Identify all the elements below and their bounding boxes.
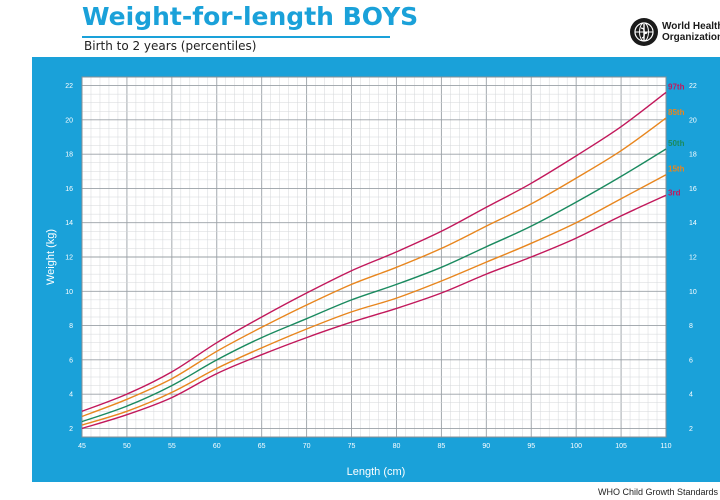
x-tick-label: 105 xyxy=(615,443,627,450)
series-label-85th: 85th xyxy=(668,108,685,117)
who-name: World Health Organization xyxy=(662,21,720,43)
y-tick-label-right: 14 xyxy=(689,220,697,227)
x-tick-label: 70 xyxy=(303,443,311,450)
x-tick-label: 95 xyxy=(527,443,535,450)
series-labels: 97th 85th 50th 15th 3rd xyxy=(668,82,685,197)
page-title: Weight-for-length BOYS xyxy=(82,2,419,31)
x-tick-label: 110 xyxy=(660,443,671,450)
y-tick-label-right: 6 xyxy=(689,357,693,364)
y-tick-label-left: 22 xyxy=(65,83,73,90)
y-tick-label-left: 4 xyxy=(69,392,73,399)
x-tick-label: 55 xyxy=(168,443,176,450)
series-line-15th xyxy=(81,174,667,426)
grid xyxy=(81,76,667,438)
series-label-3rd: 3rd xyxy=(668,188,681,197)
series-label-50th: 50th xyxy=(668,139,685,148)
y-tick-label-left: 8 xyxy=(69,323,73,330)
page-subtitle: Birth to 2 years (percentiles) xyxy=(84,39,257,53)
y-tick-label-right: 10 xyxy=(689,289,697,296)
y-tick-label-right: 16 xyxy=(689,186,697,193)
footer-credit: WHO Child Growth Standards xyxy=(597,487,718,497)
who-emblem-icon xyxy=(630,18,658,46)
y-tick-label-left: 20 xyxy=(65,117,73,124)
x-tick-label: 45 xyxy=(78,443,86,450)
y-tick-label-left: 18 xyxy=(65,152,73,159)
y-tick-label-right: 12 xyxy=(689,255,697,262)
x-tick-label: 80 xyxy=(393,443,401,450)
x-tick-label: 90 xyxy=(482,443,490,450)
y-tick-label-right: 2 xyxy=(689,426,693,433)
series-label-15th: 15th xyxy=(668,165,685,174)
x-tick-label: 60 xyxy=(213,443,221,450)
y-tick-label-left: 6 xyxy=(69,357,73,364)
who-name-line1: World Health xyxy=(662,21,720,32)
x-tick-label: 85 xyxy=(437,443,445,450)
series-line-50th xyxy=(81,148,667,423)
who-logo: World Health Organization xyxy=(630,17,720,47)
who-name-line2: Organization xyxy=(662,32,720,43)
series-lines xyxy=(81,91,667,430)
y-tick-label-right: 20 xyxy=(689,117,697,124)
y-tick-label-right: 22 xyxy=(689,83,697,90)
y-tick-label-right: 4 xyxy=(689,392,693,399)
y-tick-label-left: 12 xyxy=(65,255,73,262)
y-tick-label-right: 18 xyxy=(689,152,697,159)
series-label-97th: 97th xyxy=(668,82,685,91)
x-tick-label: 50 xyxy=(123,443,131,450)
x-axis-label: Length (cm) xyxy=(347,466,406,478)
y-tick-label-left: 2 xyxy=(69,426,73,433)
x-tick-label: 65 xyxy=(258,443,266,450)
y-tick-label-right: 8 xyxy=(689,323,693,330)
series-line-3rd xyxy=(81,194,667,430)
y-axis-label: Weight (kg) xyxy=(45,229,57,285)
x-tick-label: 75 xyxy=(348,443,356,450)
chart-panel: 45 50 55 60 65 70 75 80 85 90 95 100 105 110 2 2 4 4 6 6 8 8 1… xyxy=(32,57,720,482)
x-tick-label: 100 xyxy=(570,443,582,450)
series-line-85th xyxy=(81,117,667,418)
plot-border xyxy=(81,76,667,438)
y-tick-label-left: 16 xyxy=(65,186,73,193)
y-tick-label-left: 10 xyxy=(65,289,73,296)
series-line-97th xyxy=(81,91,667,412)
title-divider xyxy=(82,36,390,38)
y-tick-label-left: 14 xyxy=(65,220,73,227)
